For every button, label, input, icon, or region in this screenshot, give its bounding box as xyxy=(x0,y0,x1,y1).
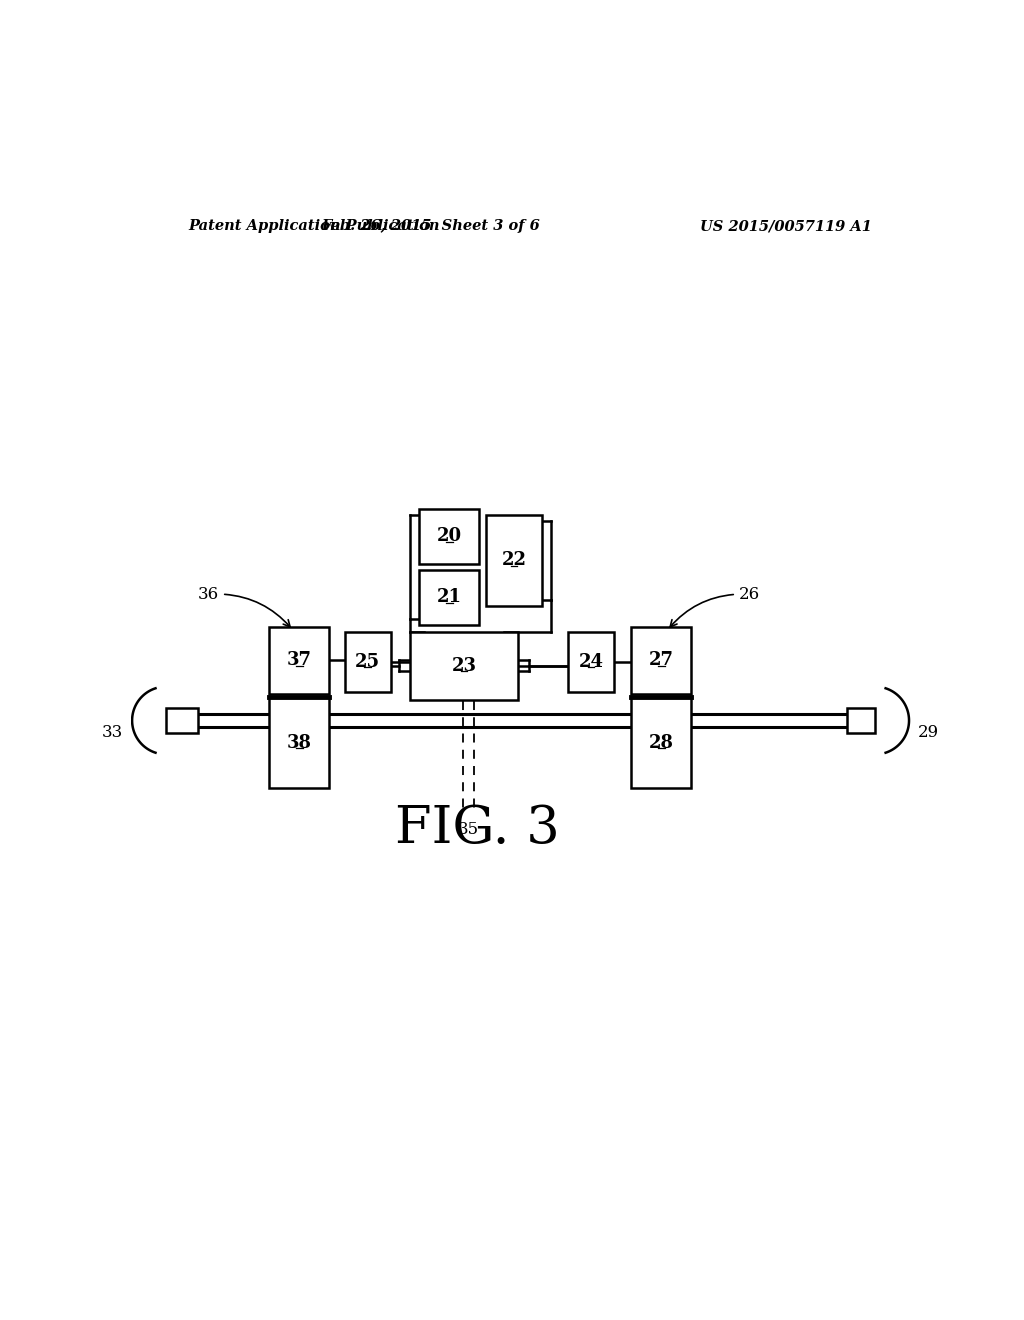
Bar xyxy=(166,708,199,733)
Text: 27: 27 xyxy=(648,652,674,669)
Text: 24: 24 xyxy=(579,653,603,671)
Text: FIG. 3: FIG. 3 xyxy=(394,803,559,854)
Text: 36: 36 xyxy=(198,586,290,627)
Bar xyxy=(419,570,479,626)
Text: 20: 20 xyxy=(437,528,462,545)
Text: 33: 33 xyxy=(101,725,123,742)
Text: 35: 35 xyxy=(458,821,479,838)
Bar xyxy=(631,627,691,694)
Text: 26: 26 xyxy=(670,586,760,627)
Bar xyxy=(345,632,391,692)
Bar xyxy=(631,697,691,788)
Text: 38: 38 xyxy=(287,734,311,752)
Text: 28: 28 xyxy=(648,734,674,752)
Bar xyxy=(847,708,876,733)
Bar xyxy=(568,632,614,692)
Bar xyxy=(419,508,479,564)
Text: 25: 25 xyxy=(355,653,380,671)
Text: 37: 37 xyxy=(287,652,311,669)
Text: US 2015/0057119 A1: US 2015/0057119 A1 xyxy=(700,219,872,234)
Bar xyxy=(269,697,330,788)
Bar xyxy=(410,632,518,700)
Bar xyxy=(269,627,330,694)
Text: Patent Application Publication: Patent Application Publication xyxy=(188,219,440,234)
Text: Feb. 26, 2015  Sheet 3 of 6: Feb. 26, 2015 Sheet 3 of 6 xyxy=(322,219,541,234)
Bar xyxy=(486,515,542,606)
Text: 22: 22 xyxy=(502,552,526,569)
Text: 21: 21 xyxy=(437,589,462,606)
Text: 29: 29 xyxy=(919,725,939,742)
Text: 23: 23 xyxy=(452,657,476,675)
